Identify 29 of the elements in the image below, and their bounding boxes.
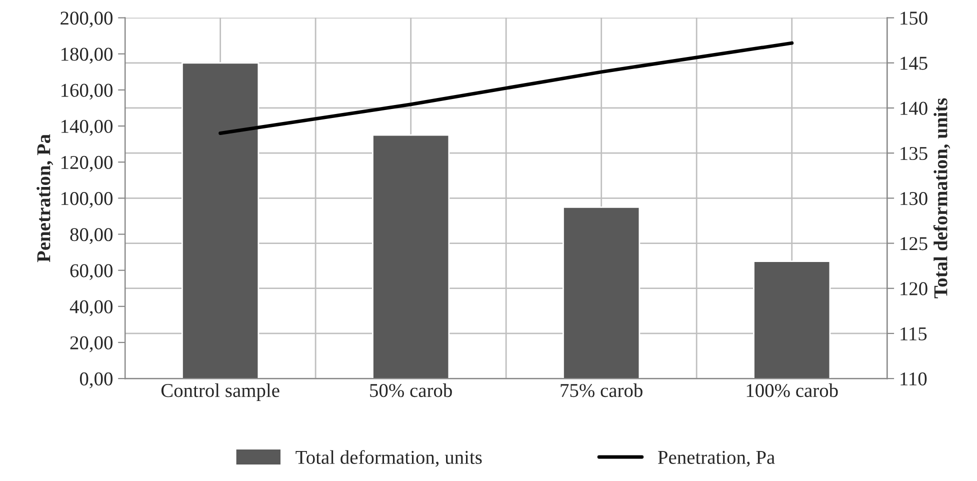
y-tick-label: 160,00 (61, 84, 113, 100)
x-tick-label: 100% carob (746, 383, 838, 398)
legend-label: Penetration, Pa (658, 450, 775, 467)
y2-tick-label: 150 (900, 12, 928, 25)
y2-axis-title: Total deformation, units (933, 98, 950, 298)
y2-tick-label: 140 (900, 102, 928, 115)
y-tick-label: 120,00 (61, 156, 113, 172)
y-tick-label: 100,00 (61, 192, 113, 208)
y2-tick-label: 145 (900, 56, 928, 70)
y-tick-label: 60,00 (70, 264, 113, 280)
x-tick-label: 50% carob (370, 383, 452, 398)
y2-tick-label: 110 (900, 372, 927, 386)
line-series (218, 41, 794, 135)
y-tick-label: 140,00 (61, 120, 113, 136)
y-tick-label: 0,00 (80, 372, 113, 388)
y2-tick-label: 115 (900, 327, 927, 340)
x-tick-label: Control sample (161, 383, 280, 402)
y2-tick-label: 120 (900, 282, 928, 296)
x-tick-label: 75% carob (560, 383, 642, 398)
y2-tick-label: 130 (900, 192, 928, 206)
legend-label: Total deformation, units (296, 450, 482, 467)
y-tick-label: 40,00 (70, 300, 113, 316)
y2-tick-label: 135 (900, 146, 928, 160)
y-tick-label: 80,00 (70, 228, 113, 244)
y-tick-label: 180,00 (61, 48, 113, 64)
y2-tick-label: 125 (900, 237, 928, 250)
y-tick-label: 20,00 (70, 336, 113, 352)
y-axis-title: Penetration, Pa (36, 134, 54, 262)
y-tick-label: 200,00 (60, 12, 113, 28)
